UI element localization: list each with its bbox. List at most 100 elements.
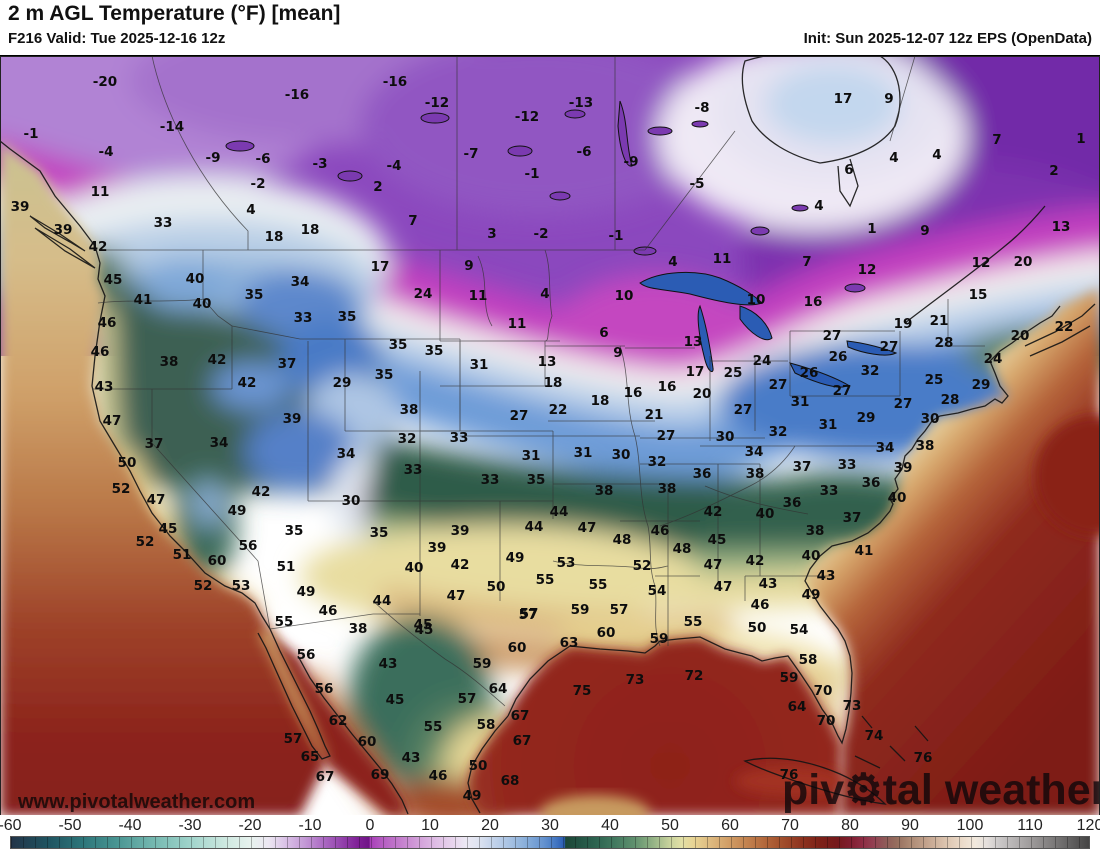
temp-value-label: 37 xyxy=(278,356,297,372)
temp-value-label: 69 xyxy=(371,767,390,783)
temp-value-label: 33 xyxy=(481,472,500,488)
temp-value-label: 27 xyxy=(833,383,852,399)
temp-value-label: 35 xyxy=(338,309,357,325)
temp-value-label: 3 xyxy=(487,226,496,242)
temp-value-label: 35 xyxy=(375,367,394,383)
temp-value-label: 53 xyxy=(232,578,251,594)
temp-value-label: 40 xyxy=(802,548,821,564)
temp-value-label: 30 xyxy=(342,493,361,509)
gear-icon: ⚙ xyxy=(844,766,883,814)
temp-value-label: 57 xyxy=(520,606,539,622)
temp-value-label: 24 xyxy=(984,351,1003,367)
colorbar-tick: 10 xyxy=(421,817,439,834)
temp-value-label: 4 xyxy=(932,147,941,163)
temp-value-label: 11 xyxy=(713,251,732,267)
temp-value-label: -8 xyxy=(695,100,710,116)
temp-value-label: 21 xyxy=(645,407,664,423)
temp-value-label: 48 xyxy=(673,541,692,557)
temp-value-label: 36 xyxy=(693,466,712,482)
temp-value-label: 45 xyxy=(386,692,405,708)
temp-value-label: 45 xyxy=(415,622,434,638)
colorbar-tick: 50 xyxy=(661,817,679,834)
temp-value-label: 35 xyxy=(389,337,408,353)
temp-value-label: 55 xyxy=(536,572,555,588)
temp-value-label: 38 xyxy=(916,438,935,454)
temp-value-label: 39 xyxy=(54,222,73,238)
temp-value-label: 38 xyxy=(595,483,614,499)
temp-value-label: 29 xyxy=(333,375,352,391)
temp-value-label: 59 xyxy=(473,656,492,672)
temp-value-label: 46 xyxy=(651,523,670,539)
temp-value-label: 37 xyxy=(793,459,812,475)
temp-value-label: -1 xyxy=(609,228,624,244)
temp-value-label: 59 xyxy=(780,670,799,686)
temp-value-label: -6 xyxy=(256,151,271,167)
temp-value-label: 37 xyxy=(843,510,862,526)
temp-value-label: 56 xyxy=(315,681,334,697)
temp-value-label: 38 xyxy=(746,466,765,482)
temp-value-label: 57 xyxy=(284,731,303,747)
temp-value-label: -16 xyxy=(285,87,309,103)
temp-value-label: 18 xyxy=(265,229,284,245)
temp-value-label: 48 xyxy=(613,532,632,548)
temp-value-label: 33 xyxy=(404,462,423,478)
temp-value-label: 31 xyxy=(819,417,838,433)
temp-value-label: 64 xyxy=(788,699,807,715)
temp-value-label: 1 xyxy=(1076,131,1085,147)
temp-value-label: 9 xyxy=(613,345,622,361)
temp-value-label: 27 xyxy=(657,428,676,444)
colorbar-tick: 120 xyxy=(1076,817,1100,834)
temp-value-label: 64 xyxy=(489,681,508,697)
temp-value-label: 67 xyxy=(513,733,532,749)
temp-value-label: 19 xyxy=(894,316,913,332)
temp-value-label: 55 xyxy=(424,719,443,735)
temp-value-label: -14 xyxy=(160,119,184,135)
temp-value-label: 45 xyxy=(414,617,433,633)
temp-value-label: 68 xyxy=(501,773,520,789)
temp-value-label: 6 xyxy=(599,325,608,341)
temp-value-label: 4 xyxy=(889,150,898,166)
temp-value-label: 40 xyxy=(186,271,205,287)
temp-value-label: 36 xyxy=(862,475,881,491)
temp-value-label: 46 xyxy=(91,344,110,360)
temp-value-label: 33 xyxy=(450,430,469,446)
temp-value-label: 20 xyxy=(1011,328,1030,344)
temp-value-label: 27 xyxy=(510,408,529,424)
temp-value-label: 49 xyxy=(228,503,247,519)
temp-value-label: 35 xyxy=(425,343,444,359)
temp-value-label: 57 xyxy=(519,607,538,623)
temp-value-label: 55 xyxy=(275,614,294,630)
temp-value-label: -4 xyxy=(387,158,402,174)
temp-value-label: -12 xyxy=(515,109,539,125)
temp-value-label: 55 xyxy=(589,577,608,593)
watermark-url: www.pivotalweather.com xyxy=(17,791,255,813)
temp-value-label: 38 xyxy=(658,481,677,497)
temp-value-label: 20 xyxy=(693,386,712,402)
temp-value-label: 30 xyxy=(921,411,940,427)
temp-value-label: 47 xyxy=(578,520,597,536)
temp-value-label: 32 xyxy=(861,363,880,379)
temp-value-label: 32 xyxy=(398,431,417,447)
temp-value-label: 11 xyxy=(91,184,110,200)
temp-value-label: 35 xyxy=(285,523,304,539)
temp-value-label: 42 xyxy=(746,553,765,569)
temp-value-label: 32 xyxy=(648,454,667,470)
temp-value-label: 25 xyxy=(724,365,743,381)
temp-value-label: 51 xyxy=(173,547,192,563)
temp-value-label: 31 xyxy=(574,445,593,461)
temp-value-label: 57 xyxy=(458,691,477,707)
temp-value-label: 47 xyxy=(714,579,733,595)
state-borders xyxy=(92,56,985,707)
temp-value-label: -20 xyxy=(93,74,117,90)
temp-value-label: 49 xyxy=(297,584,316,600)
temp-value-label: 9 xyxy=(920,223,929,239)
temp-value-label: 74 xyxy=(865,728,884,744)
temp-value-label: 60 xyxy=(597,625,616,641)
temp-value-label: 47 xyxy=(704,557,723,573)
temp-value-label: 56 xyxy=(297,647,316,663)
temp-value-label: 40 xyxy=(888,490,907,506)
temp-value-label: 31 xyxy=(470,357,489,373)
temp-value-label: 12 xyxy=(858,262,877,278)
temp-value-label: 41 xyxy=(134,292,153,308)
